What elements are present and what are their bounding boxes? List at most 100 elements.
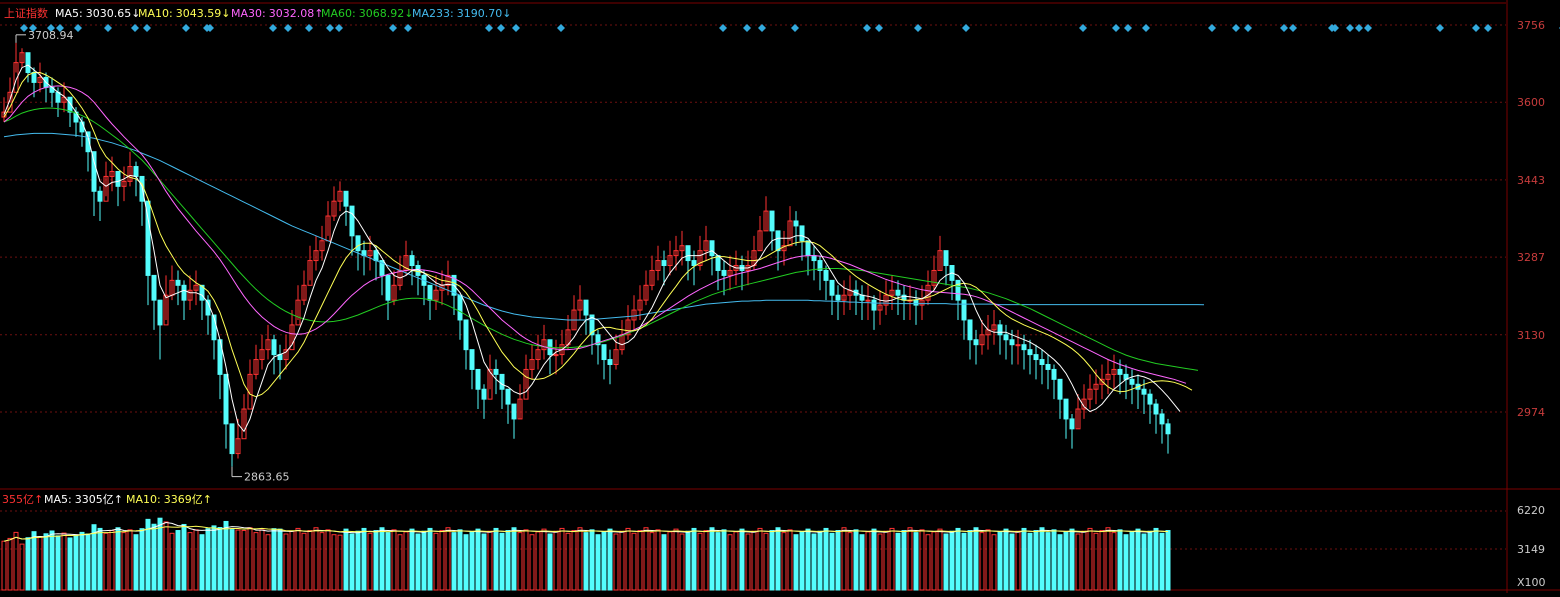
candle-body (469, 349, 475, 370)
volume-bar (697, 532, 703, 591)
candle-body (103, 175, 109, 202)
candle (1033, 344, 1039, 380)
candle-body (373, 250, 379, 262)
volume-bar (127, 529, 133, 591)
candle-body (577, 299, 583, 311)
candle-body (1147, 393, 1153, 405)
volume-bar (649, 532, 655, 591)
volume-bar (769, 530, 775, 591)
price-grid (0, 24, 1506, 550)
candle (229, 423, 235, 467)
low-label: 2863.65 (244, 471, 290, 484)
candle-body (319, 240, 325, 252)
candle-body (703, 240, 709, 252)
ma5-line (3, 64, 1181, 433)
volume-bar (631, 532, 637, 591)
candle (1045, 354, 1051, 390)
volume-bar (967, 530, 973, 591)
ma-lines-group (3, 64, 1205, 433)
volume-bar (1147, 530, 1153, 591)
candle (433, 275, 439, 311)
ma233-legend: MA233: 3190.70↓ (412, 7, 511, 20)
volume-bar (487, 530, 493, 591)
volume-bar (391, 529, 397, 591)
candle (757, 216, 763, 252)
candle-body (283, 349, 289, 361)
candle (1069, 413, 1075, 449)
volume-bar (667, 531, 673, 591)
candle-body (841, 294, 847, 301)
volume-bar (691, 527, 697, 591)
volume-bar (757, 527, 763, 591)
volume-bar (349, 533, 355, 591)
candle-body (259, 349, 265, 361)
volume-bar (67, 537, 73, 591)
candle (265, 324, 271, 360)
index-name: 上证指数 (4, 6, 48, 20)
candle (367, 235, 373, 271)
candle-body (1129, 378, 1135, 385)
volume-bar (19, 543, 25, 591)
volume-bar (13, 531, 19, 591)
volume-bar (703, 530, 709, 591)
candle (619, 319, 625, 355)
candle (949, 265, 955, 301)
candle (343, 190, 349, 226)
signal-diamond (1142, 24, 1150, 32)
signal-diamond (962, 24, 970, 32)
volume-bar (337, 534, 343, 591)
candle-body (13, 62, 19, 93)
volume-bar (541, 528, 547, 591)
candle-body (487, 368, 493, 400)
volume-bar (403, 531, 409, 591)
signal-diamond (1331, 24, 1339, 32)
candle-body (535, 349, 541, 361)
candle-body (667, 255, 673, 267)
candle-body (685, 245, 691, 262)
candle-body (505, 388, 511, 405)
candle (1009, 329, 1015, 365)
volume-bar (445, 527, 451, 591)
candle-body (235, 438, 241, 455)
candle (703, 225, 709, 261)
signal-diamond (29, 24, 37, 32)
candle (409, 250, 415, 286)
volume-bar (955, 527, 961, 591)
volume-bar (853, 529, 859, 591)
volume-bar (511, 527, 517, 591)
candle-body (607, 359, 613, 365)
candle (25, 52, 31, 83)
candle-body (145, 200, 151, 276)
candle-body (409, 255, 415, 267)
candle (19, 48, 25, 68)
volume-bar (961, 532, 967, 591)
volume-bar (733, 531, 739, 591)
volume-bar (289, 530, 295, 591)
volume-bar (73, 534, 79, 591)
candle-body (775, 230, 781, 252)
volume-bar (427, 527, 433, 591)
signal-diamond (1124, 24, 1132, 32)
candle-body (631, 309, 637, 321)
candle-body (979, 334, 985, 346)
candle (157, 299, 163, 360)
volume-bar (751, 530, 757, 591)
volume-bar (247, 527, 253, 591)
candle (943, 250, 949, 286)
candle (13, 42, 19, 93)
candle (1075, 394, 1081, 430)
signal-diamond (1244, 24, 1252, 32)
candle-body (427, 284, 433, 301)
candle-body (769, 210, 775, 232)
candle (67, 96, 73, 127)
candle (1093, 369, 1099, 405)
candle (1105, 359, 1111, 395)
volume-ma10-line (3, 525, 1169, 542)
signal-diamond (743, 24, 751, 32)
volume-bar (85, 533, 91, 591)
candle (505, 388, 511, 424)
candle-body (511, 403, 517, 420)
candle-body (997, 324, 1003, 336)
volume-bar (367, 532, 373, 591)
